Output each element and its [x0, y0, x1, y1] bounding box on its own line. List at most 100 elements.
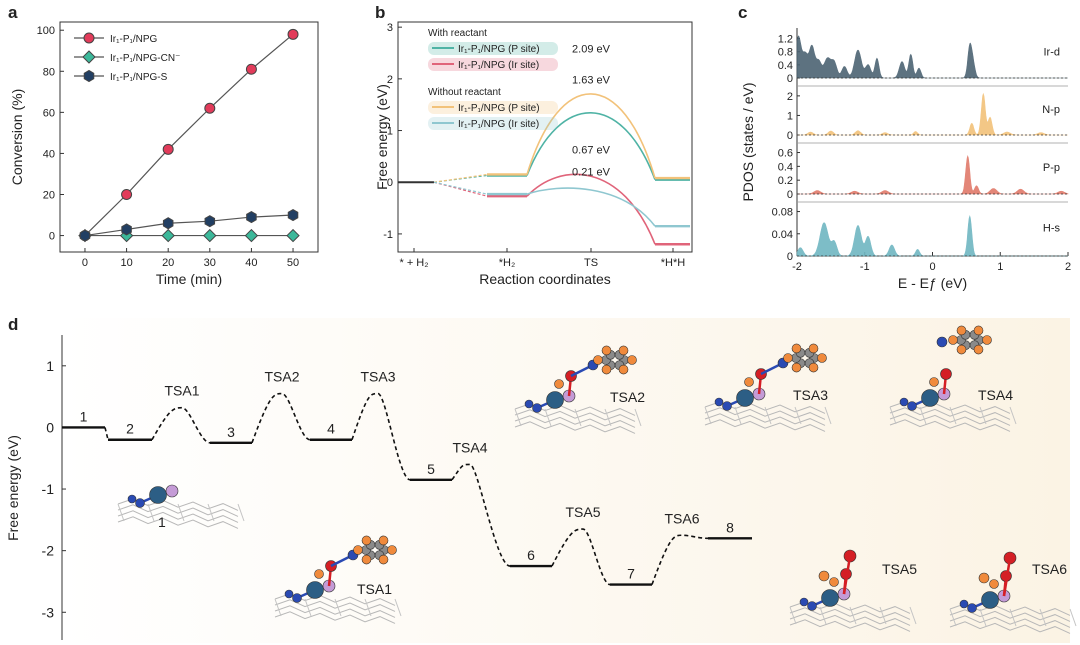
- b-y-tick-label: 1: [387, 126, 393, 138]
- c-pdos-area-0: [796, 35, 1068, 79]
- b-y-axis-label: Free energy (eV): [374, 84, 390, 190]
- d-nitrogen-atom: [936, 336, 948, 348]
- a-y-tick-label: 40: [43, 148, 55, 160]
- d-hydrogen-atom: [956, 325, 967, 336]
- d-hydrogen-atom: [593, 355, 603, 365]
- d-graphene-edge: [274, 598, 282, 617]
- d-hydrogen-atom: [818, 570, 830, 582]
- d-graphene-edge: [824, 406, 832, 425]
- d-phosphorus-atom: [165, 484, 179, 498]
- a-x-tick-label: 50: [287, 257, 299, 269]
- d-graphene-edge: [949, 406, 957, 425]
- d-oxygen-atom: [940, 368, 952, 380]
- d-ts-label-TSA3: TSA3: [360, 369, 395, 385]
- d-hydrogen-atom: [973, 325, 984, 336]
- d-structure-TSA5: [789, 549, 917, 632]
- d-structure-TSA6: [949, 551, 1077, 634]
- d-structure-label: TSA3: [793, 387, 828, 403]
- d-hydrogen-atom: [554, 379, 564, 389]
- d-iridium-atom: [921, 389, 939, 407]
- d-state-label-3: 3: [227, 424, 235, 440]
- d-nitrogen-atom: [967, 603, 977, 613]
- d-structure-TSA1: [274, 535, 402, 624]
- a-legend-marker: [83, 32, 95, 44]
- b-x-tick-label: *H*H: [661, 257, 686, 269]
- d-graphene-edge: [1009, 608, 1017, 627]
- b-barrier-label-1: 0.67 eV: [572, 145, 611, 157]
- a-x-tick-label: 20: [162, 257, 174, 269]
- a-x-tick-label: 0: [82, 257, 88, 269]
- c-y-tick-label: 0: [787, 251, 793, 263]
- d-graphene-edge: [334, 598, 342, 617]
- d-hydrogen-atom: [744, 377, 754, 387]
- d-structure-TSA3: [704, 343, 832, 432]
- d-hydrogen-atom: [601, 345, 612, 356]
- d-graphene-edge: [514, 408, 522, 427]
- d-bond: [842, 555, 852, 595]
- a-point-s0-3: [204, 102, 216, 114]
- d-iridium-atom: [306, 581, 324, 599]
- d-graphene-line: [117, 516, 239, 529]
- d-graphene-line: [514, 421, 636, 434]
- panel-b-chart: -1 0 1 2 3 * + H₂ *H₂ TS *H*H Reaction coordinate…: [374, 21, 693, 287]
- d-iridium-atom: [821, 589, 839, 607]
- d-graphene-edge: [764, 406, 772, 425]
- a-point-s0-5: [287, 28, 299, 40]
- d-nitrogen-atom: [714, 397, 724, 407]
- c-y-tick-label: 0.08: [772, 207, 793, 219]
- d-graphene-edge: [237, 503, 245, 522]
- d-hydrogen-atom: [978, 572, 990, 584]
- b-x-tick-label: * + H₂: [399, 257, 428, 269]
- b-connector-2: [433, 173, 488, 183]
- d-iridium-atom: [149, 486, 167, 504]
- d-hydrogen-atom: [791, 362, 802, 373]
- a-point-s0-1: [121, 189, 133, 200]
- d-graphene-edge: [949, 608, 957, 627]
- d-graphene-edge: [979, 608, 987, 627]
- b-connector-1: [433, 181, 488, 197]
- d-structure-label: 1: [158, 514, 166, 530]
- b-barrier-label-3: 0.21 eV: [572, 166, 611, 178]
- d-state-label-8: 8: [726, 519, 734, 535]
- d-graphene-edge: [789, 606, 797, 625]
- d-y-tick-label: -3: [42, 604, 55, 620]
- d-state-label-6: 6: [527, 547, 535, 563]
- panel-d-background: [60, 318, 1070, 643]
- d-structure-label: TSA4: [978, 387, 1013, 403]
- b-legend-bg: [428, 101, 558, 114]
- d-hydrogen-atom: [353, 545, 363, 555]
- a-legend-label: Ir₁-P₁/NPG-CN⁻: [110, 53, 180, 64]
- panel-c-letter: c: [738, 3, 747, 22]
- d-graphene-edge: [704, 406, 712, 425]
- d-graphene-edge: [879, 606, 887, 625]
- d-graphene-edge: [1069, 608, 1077, 627]
- d-bond: [1002, 557, 1012, 597]
- c-series-label-1: N-p: [1042, 104, 1060, 116]
- c-pdos-area-1: [797, 92, 1068, 136]
- d-nitrogen-atom: [284, 589, 294, 599]
- c-y-tick-label: 0.6: [778, 148, 793, 160]
- d-graphene-edge: [819, 606, 827, 625]
- d-hydrogen-atom: [929, 377, 939, 387]
- b-y-tick-label: 0: [387, 177, 393, 189]
- d-nitrogen-atom: [722, 401, 732, 411]
- b-barrier-3: [526, 187, 656, 227]
- a-series-line-0: [84, 33, 294, 236]
- d-graphene-line: [949, 621, 1071, 634]
- d-hydrogen-atom: [829, 577, 839, 587]
- d-y-tick-label: 1: [46, 358, 54, 374]
- d-graphene-line: [889, 413, 1011, 426]
- d-graphene-edge: [794, 406, 802, 425]
- d-hydrogen-atom: [618, 345, 629, 356]
- d-structure-label: TSA5: [882, 561, 917, 577]
- c-y-tick-label: 0.04: [772, 229, 793, 241]
- d-graphene-edge: [634, 408, 642, 427]
- c-y-tick-label: 0: [787, 73, 793, 85]
- c-series-label-0: Ir-d: [1044, 47, 1061, 59]
- d-graphene-edge: [734, 406, 742, 425]
- a-point-s2-5: [287, 208, 299, 222]
- b-barrier-label-2: 2.09 eV: [572, 43, 611, 55]
- b-y-tick-label: 3: [387, 22, 393, 34]
- d-hydrogen-atom: [618, 364, 629, 375]
- d-nitrogen-atom: [959, 599, 969, 609]
